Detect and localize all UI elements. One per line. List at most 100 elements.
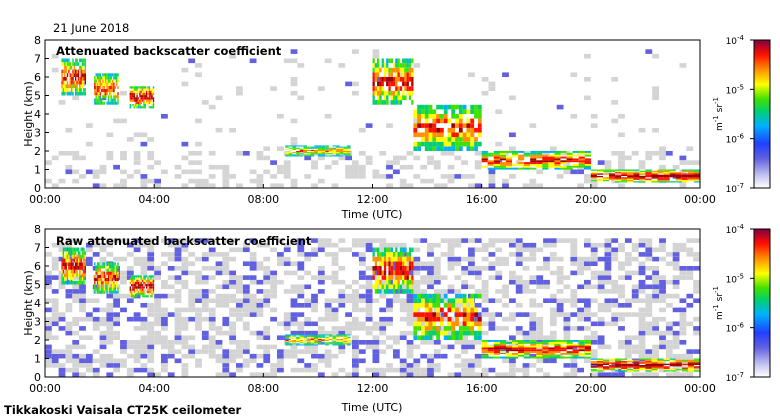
noise-cell [549, 238, 557, 243]
backscatter-cell [73, 62, 76, 66]
backscatter-cell [440, 118, 444, 124]
backscatter-cell [388, 86, 391, 91]
noise-cell [570, 289, 578, 294]
noise-cell [154, 330, 161, 336]
backscatter-cell [102, 265, 104, 269]
noise-cell [147, 349, 155, 354]
backscatter-cell [117, 98, 119, 102]
backscatter-cell [633, 172, 640, 174]
backscatter-cell [336, 340, 340, 342]
backscatter-cell [111, 79, 114, 83]
backscatter-cell [651, 173, 658, 175]
noise-cell [236, 344, 243, 350]
backscatter-cell [72, 62, 74, 66]
backscatter-cell [645, 178, 652, 180]
backscatter-cell [421, 312, 425, 317]
backscatter-cell [377, 247, 380, 253]
noise-cell [556, 266, 564, 271]
backscatter-cell [285, 340, 289, 342]
backscatter-cell [578, 340, 585, 342]
backscatter-cell [584, 347, 591, 350]
backscatter-cell [499, 151, 506, 153]
noise-cell [72, 289, 80, 294]
backscatter-cell [639, 358, 646, 360]
backscatter-cell [377, 266, 380, 271]
noise-cell [147, 335, 155, 340]
backscatter-cell [621, 173, 628, 175]
backscatter-cell [77, 88, 80, 92]
backscatter-cell [432, 132, 437, 138]
noise-cell [352, 303, 359, 308]
backscatter-cell [383, 247, 387, 253]
noise-cell [522, 183, 530, 188]
backscatter-cell [100, 92, 103, 96]
noise-cell [665, 344, 673, 350]
noise-cell [352, 326, 359, 331]
noise-cell [352, 252, 359, 257]
backscatter-cell [536, 160, 543, 163]
backscatter-cell [148, 275, 151, 278]
backscatter-cell [411, 256, 414, 262]
backscatter-cell [332, 337, 337, 339]
noise-cell [624, 270, 632, 276]
backscatter-cell [675, 359, 682, 362]
backscatter-cell [81, 80, 84, 85]
backscatter-cell [99, 79, 101, 83]
backscatter-cell [113, 274, 115, 278]
noise-cell [297, 252, 305, 257]
backscatter-cell [62, 254, 65, 259]
backscatter-cell [117, 262, 119, 266]
noise-cell [502, 316, 509, 322]
noise-cell [222, 178, 230, 184]
backscatter-cell [288, 152, 293, 154]
noise-cell [277, 335, 284, 340]
backscatter-cell [135, 86, 137, 89]
noise-cell [352, 238, 359, 243]
noise-cell [461, 349, 468, 354]
noise-cell [461, 160, 468, 165]
backscatter-cell [135, 286, 137, 289]
noise-cell [563, 238, 571, 243]
noise-cell [195, 270, 202, 276]
backscatter-cell [148, 284, 151, 287]
backscatter-cell [383, 100, 387, 105]
noise-cell [461, 256, 468, 262]
backscatter-cell [421, 293, 425, 299]
noise-cell [277, 238, 284, 243]
noise-cell [679, 275, 687, 280]
noise-cell [167, 293, 175, 299]
backscatter-cell [554, 162, 561, 164]
backscatter-cell [388, 279, 391, 285]
backscatter-cell [524, 347, 531, 350]
backscatter-cell [639, 181, 646, 183]
noise-cell [161, 344, 168, 350]
backscatter-cell [466, 298, 471, 303]
backscatter-cell [62, 277, 65, 281]
noise-cell [311, 252, 318, 257]
noise-cell [195, 151, 202, 156]
backscatter-cell [129, 90, 131, 93]
noise-cell [358, 275, 366, 280]
backscatter-cell [669, 170, 676, 173]
backscatter-cell [140, 277, 142, 280]
backscatter-cell [73, 69, 76, 74]
noise-cell [679, 247, 687, 253]
backscatter-cell [150, 106, 152, 109]
backscatter-cell [131, 288, 133, 291]
noise-cell [618, 242, 625, 248]
noise-cell [638, 298, 646, 303]
backscatter-cell [307, 334, 311, 336]
noise-cell [413, 247, 421, 253]
backscatter-cell [560, 167, 567, 170]
backscatter-cell [137, 286, 140, 289]
noise-cell [509, 335, 516, 340]
heatmap-cells [45, 238, 700, 377]
noise-cell [51, 307, 59, 313]
noise-cell [352, 49, 359, 54]
backscatter-cell [447, 141, 452, 147]
noise-cell [563, 321, 571, 327]
backscatter-cell [645, 173, 652, 175]
noise-cell [249, 252, 257, 257]
noise-cell [65, 326, 73, 331]
backscatter-cell [61, 251, 63, 255]
